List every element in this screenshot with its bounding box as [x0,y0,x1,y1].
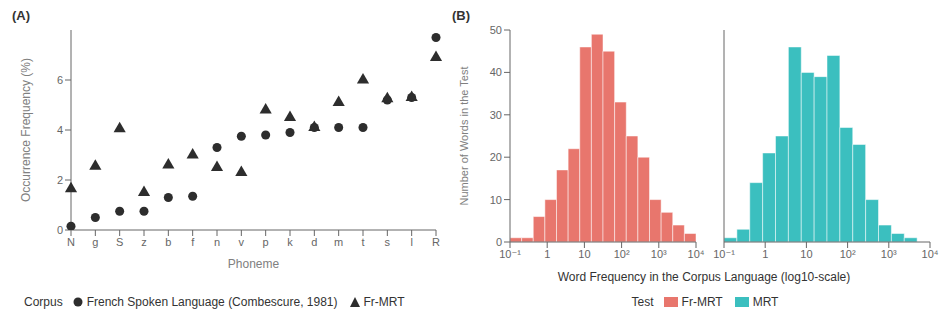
svg-text:10⁻¹: 10⁻¹ [499,248,521,260]
svg-text:10²: 10² [614,248,630,260]
svg-text:N: N [67,236,75,248]
html-text:Word Frequency in the Corpus L: Word Frequency in the Corpus Language (l… [557,270,851,284]
svg-text:10²: 10² [840,248,856,260]
svg-text:p: p [263,236,269,248]
svg-text:30: 30 [490,109,502,121]
svg-text:k: k [287,236,293,248]
svg-text:m: m [334,236,343,248]
html-text:(A): (A) [12,8,30,23]
svg-text:l: l [410,236,412,248]
svg-text:t: t [361,236,364,248]
html-text:(B): (B) [452,8,470,23]
html-text:Fr-MRT: Fr-MRT [363,295,405,309]
svg-text:f: f [191,236,195,248]
svg-text:v: v [239,236,245,248]
html-text:Test: Test [631,295,654,309]
svg-text:z: z [141,236,147,248]
svg-text:Phoneme: Phoneme [228,257,280,270]
svg-text:d: d [311,236,317,248]
svg-text:10³: 10³ [651,248,667,260]
svg-text:20: 20 [490,151,502,163]
svg-text:n: n [214,236,220,248]
svg-text:0: 0 [57,224,63,236]
svg-text:Number of Words in the Test: Number of Words in the Test [458,67,470,206]
html-text:Fr-MRT: Fr-MRT [681,295,723,309]
svg-text:1: 1 [544,248,550,260]
svg-text:10: 10 [578,248,590,260]
svg-text:40: 40 [490,66,502,78]
html-text:Corpus: Corpus [24,295,63,309]
svg-text:S: S [116,236,123,248]
html-text:MRT: MRT [752,295,779,309]
svg-text:b: b [165,236,171,248]
svg-text:10⁴: 10⁴ [688,248,705,260]
svg-text:2: 2 [57,174,63,186]
svg-text:R: R [432,236,440,248]
svg-text:10⁻¹: 10⁻¹ [713,248,735,260]
svg-text:10³: 10³ [881,248,897,260]
svg-text:10: 10 [490,194,502,206]
svg-text:0: 0 [496,236,502,248]
html-text:French Spoken Language (Combes: French Spoken Language (Combescure, 1981… [86,295,338,309]
svg-text:10⁴: 10⁴ [922,248,939,260]
svg-text:Occurrence Frequency (%): Occurrence Frequency (%) [19,58,33,202]
svg-text:s: s [385,236,391,248]
svg-text:1: 1 [762,248,768,260]
svg-text:g: g [92,236,98,248]
svg-text:4: 4 [57,124,63,136]
svg-text:50: 50 [490,24,502,36]
svg-text:10: 10 [800,248,812,260]
svg-text:6: 6 [57,74,63,86]
